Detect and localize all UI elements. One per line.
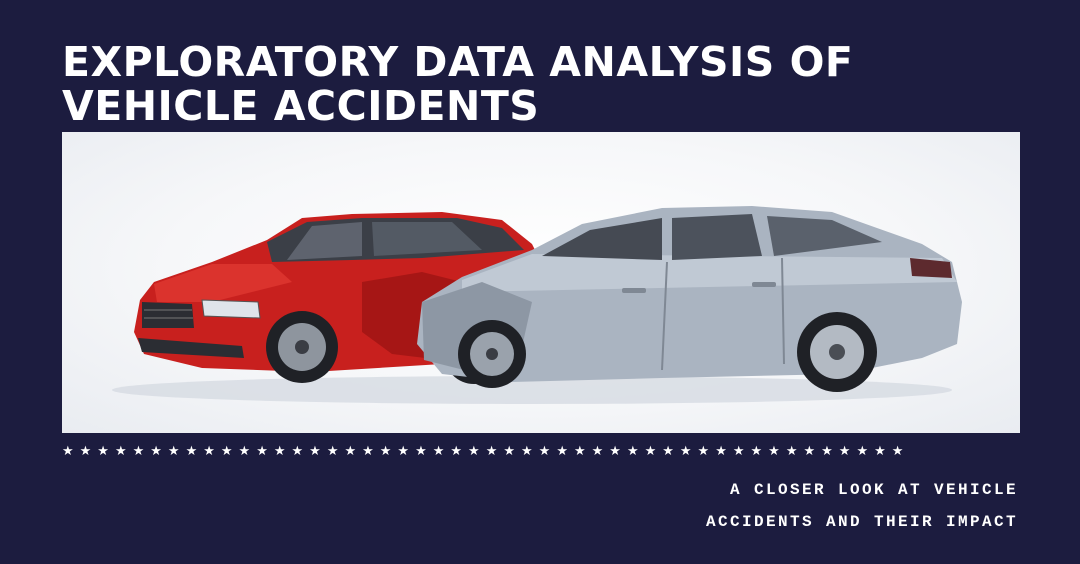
subtitle-line-1: A CLOSER LOOK AT VEHICLE [729, 481, 1018, 499]
page-title: EXPLORATORY DATA ANALYSIS OF VEHICLE ACC… [62, 38, 854, 130]
subtitle-line-2: ACCIDENTS AND THEIR IMPACT [705, 513, 1018, 531]
subtitle: A CLOSER LOOK AT VEHICLE ACCIDENTS AND T… [498, 474, 1018, 538]
star-divider: ★★★★★★★★★★★★★★★★★★★★★★★★★★★★★★★★★★★★★★★★… [62, 444, 910, 459]
car-crash-photo [62, 132, 1020, 433]
silver-car [417, 206, 962, 392]
ground-shadow [112, 376, 952, 404]
